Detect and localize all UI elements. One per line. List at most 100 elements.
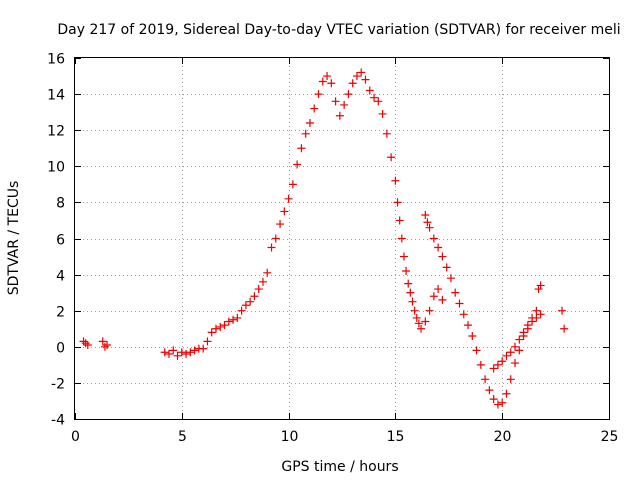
data-point [182,350,191,359]
data-point [528,313,537,322]
data-point [352,72,361,81]
data-point [203,337,212,346]
data-point [310,104,319,113]
data-point [493,400,502,409]
data-point [472,346,481,355]
y-tick-label: 8 [56,196,65,212]
data-point [382,129,391,138]
y-tick-label: -2 [51,377,65,393]
data-point [378,109,387,118]
data-point [399,252,408,261]
data-point [511,342,520,351]
data-point [442,263,451,272]
data-point [412,313,421,322]
data-point [211,324,220,333]
data-point [532,306,541,315]
data-point [233,313,242,322]
data-point [98,337,107,346]
y-tick-label: 10 [47,160,65,176]
chart-title: Day 217 of 2019, Sidereal Day-to-day VTE… [57,22,620,38]
data-point [481,375,490,384]
data-point [160,348,169,357]
x-tick-label: 20 [494,429,512,445]
x-tick-label: 10 [281,429,299,445]
data-point [271,234,280,243]
data-point [190,346,199,355]
data-point [207,328,216,337]
data-point [459,310,468,319]
data-point [404,279,413,288]
data-point [515,346,524,355]
data-point [83,340,92,349]
data-point [429,292,438,301]
data-point [489,364,498,373]
data-point [246,297,255,306]
data-point [402,266,411,275]
data-point [425,306,434,315]
data-point [293,160,302,169]
data-point [536,281,545,290]
data-point [344,90,353,99]
y-tick-label: 12 [47,124,65,140]
data-point [434,285,443,294]
data-point [199,344,208,353]
data-point [425,223,434,232]
data-point [438,295,447,304]
data-point [331,97,340,106]
data-point [280,207,289,216]
x-tick-label: 0 [71,429,80,445]
data-point [498,398,507,407]
data-point [224,317,233,326]
data-point [387,153,396,162]
x-axis-label: GPS time / hours [281,459,398,475]
data-point [220,321,229,330]
data-point [340,100,349,109]
data-points [79,68,569,409]
x-tick-label: 15 [387,429,405,445]
data-point [314,90,323,99]
data-point [103,340,112,349]
data-point [438,252,447,261]
y-tick-label: 14 [47,88,65,104]
y-tick-label: -4 [51,413,65,429]
data-point [177,348,186,357]
grid-lines [75,58,609,419]
data-point [173,351,182,360]
data-point [421,211,430,220]
data-point [335,111,344,120]
data-point [323,72,332,81]
data-point [421,317,430,326]
data-point [301,129,310,138]
data-point [506,375,515,384]
data-point [267,243,276,252]
data-point [502,351,511,360]
data-point [327,79,336,88]
data-point [79,337,88,346]
data-point [263,268,272,277]
data-point [558,306,567,315]
data-point [417,324,426,333]
data-point [560,324,569,333]
y-tick-label: 4 [56,269,65,285]
data-point [241,301,250,310]
data-point [502,389,511,398]
x-tick-label: 5 [178,429,187,445]
data-point [348,79,357,88]
data-point [451,288,460,297]
x-tick-label: 25 [601,429,619,445]
data-point [519,328,528,337]
data-point [297,144,306,153]
y-tick-label: 16 [47,52,65,68]
y-axis-label: SDTVAR / TECUs [6,181,22,296]
data-point [395,216,404,225]
data-point [100,342,109,351]
data-point [406,288,415,297]
data-point [357,68,366,77]
data-point [288,180,297,189]
data-point [536,310,545,319]
data-point [414,319,423,328]
data-point [391,176,400,185]
data-point [250,292,259,301]
data-point [476,360,485,369]
data-point [429,234,438,243]
